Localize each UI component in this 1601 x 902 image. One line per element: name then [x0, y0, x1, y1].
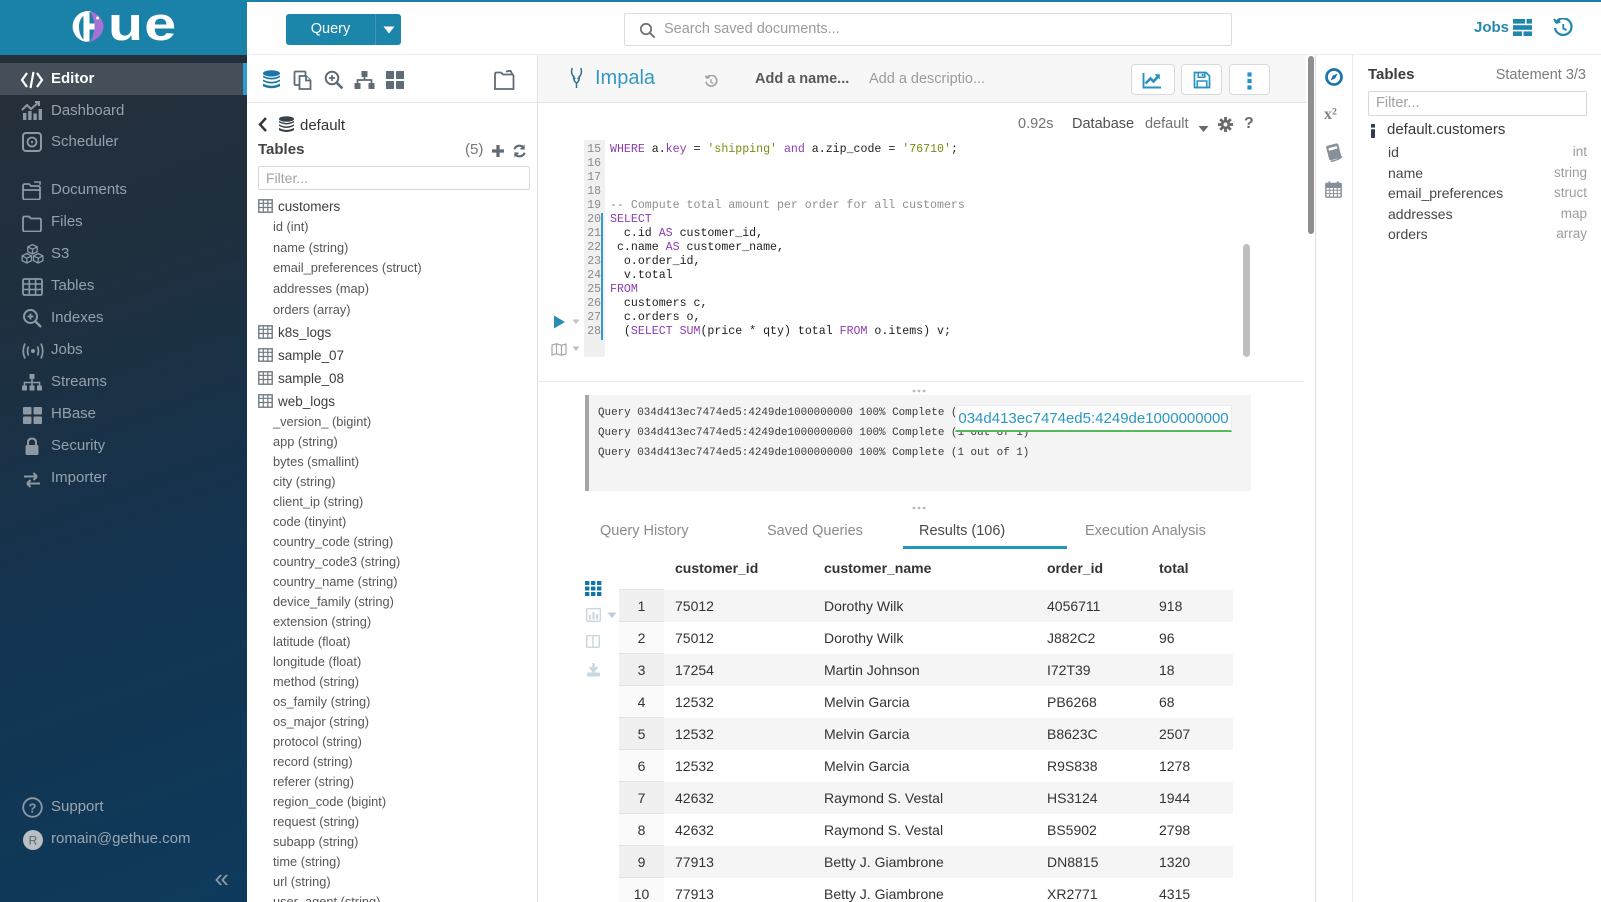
svg-text:?: ?: [29, 801, 37, 816]
svg-text:ue: ue: [108, 7, 175, 48]
svg-text:R: R: [29, 834, 38, 848]
